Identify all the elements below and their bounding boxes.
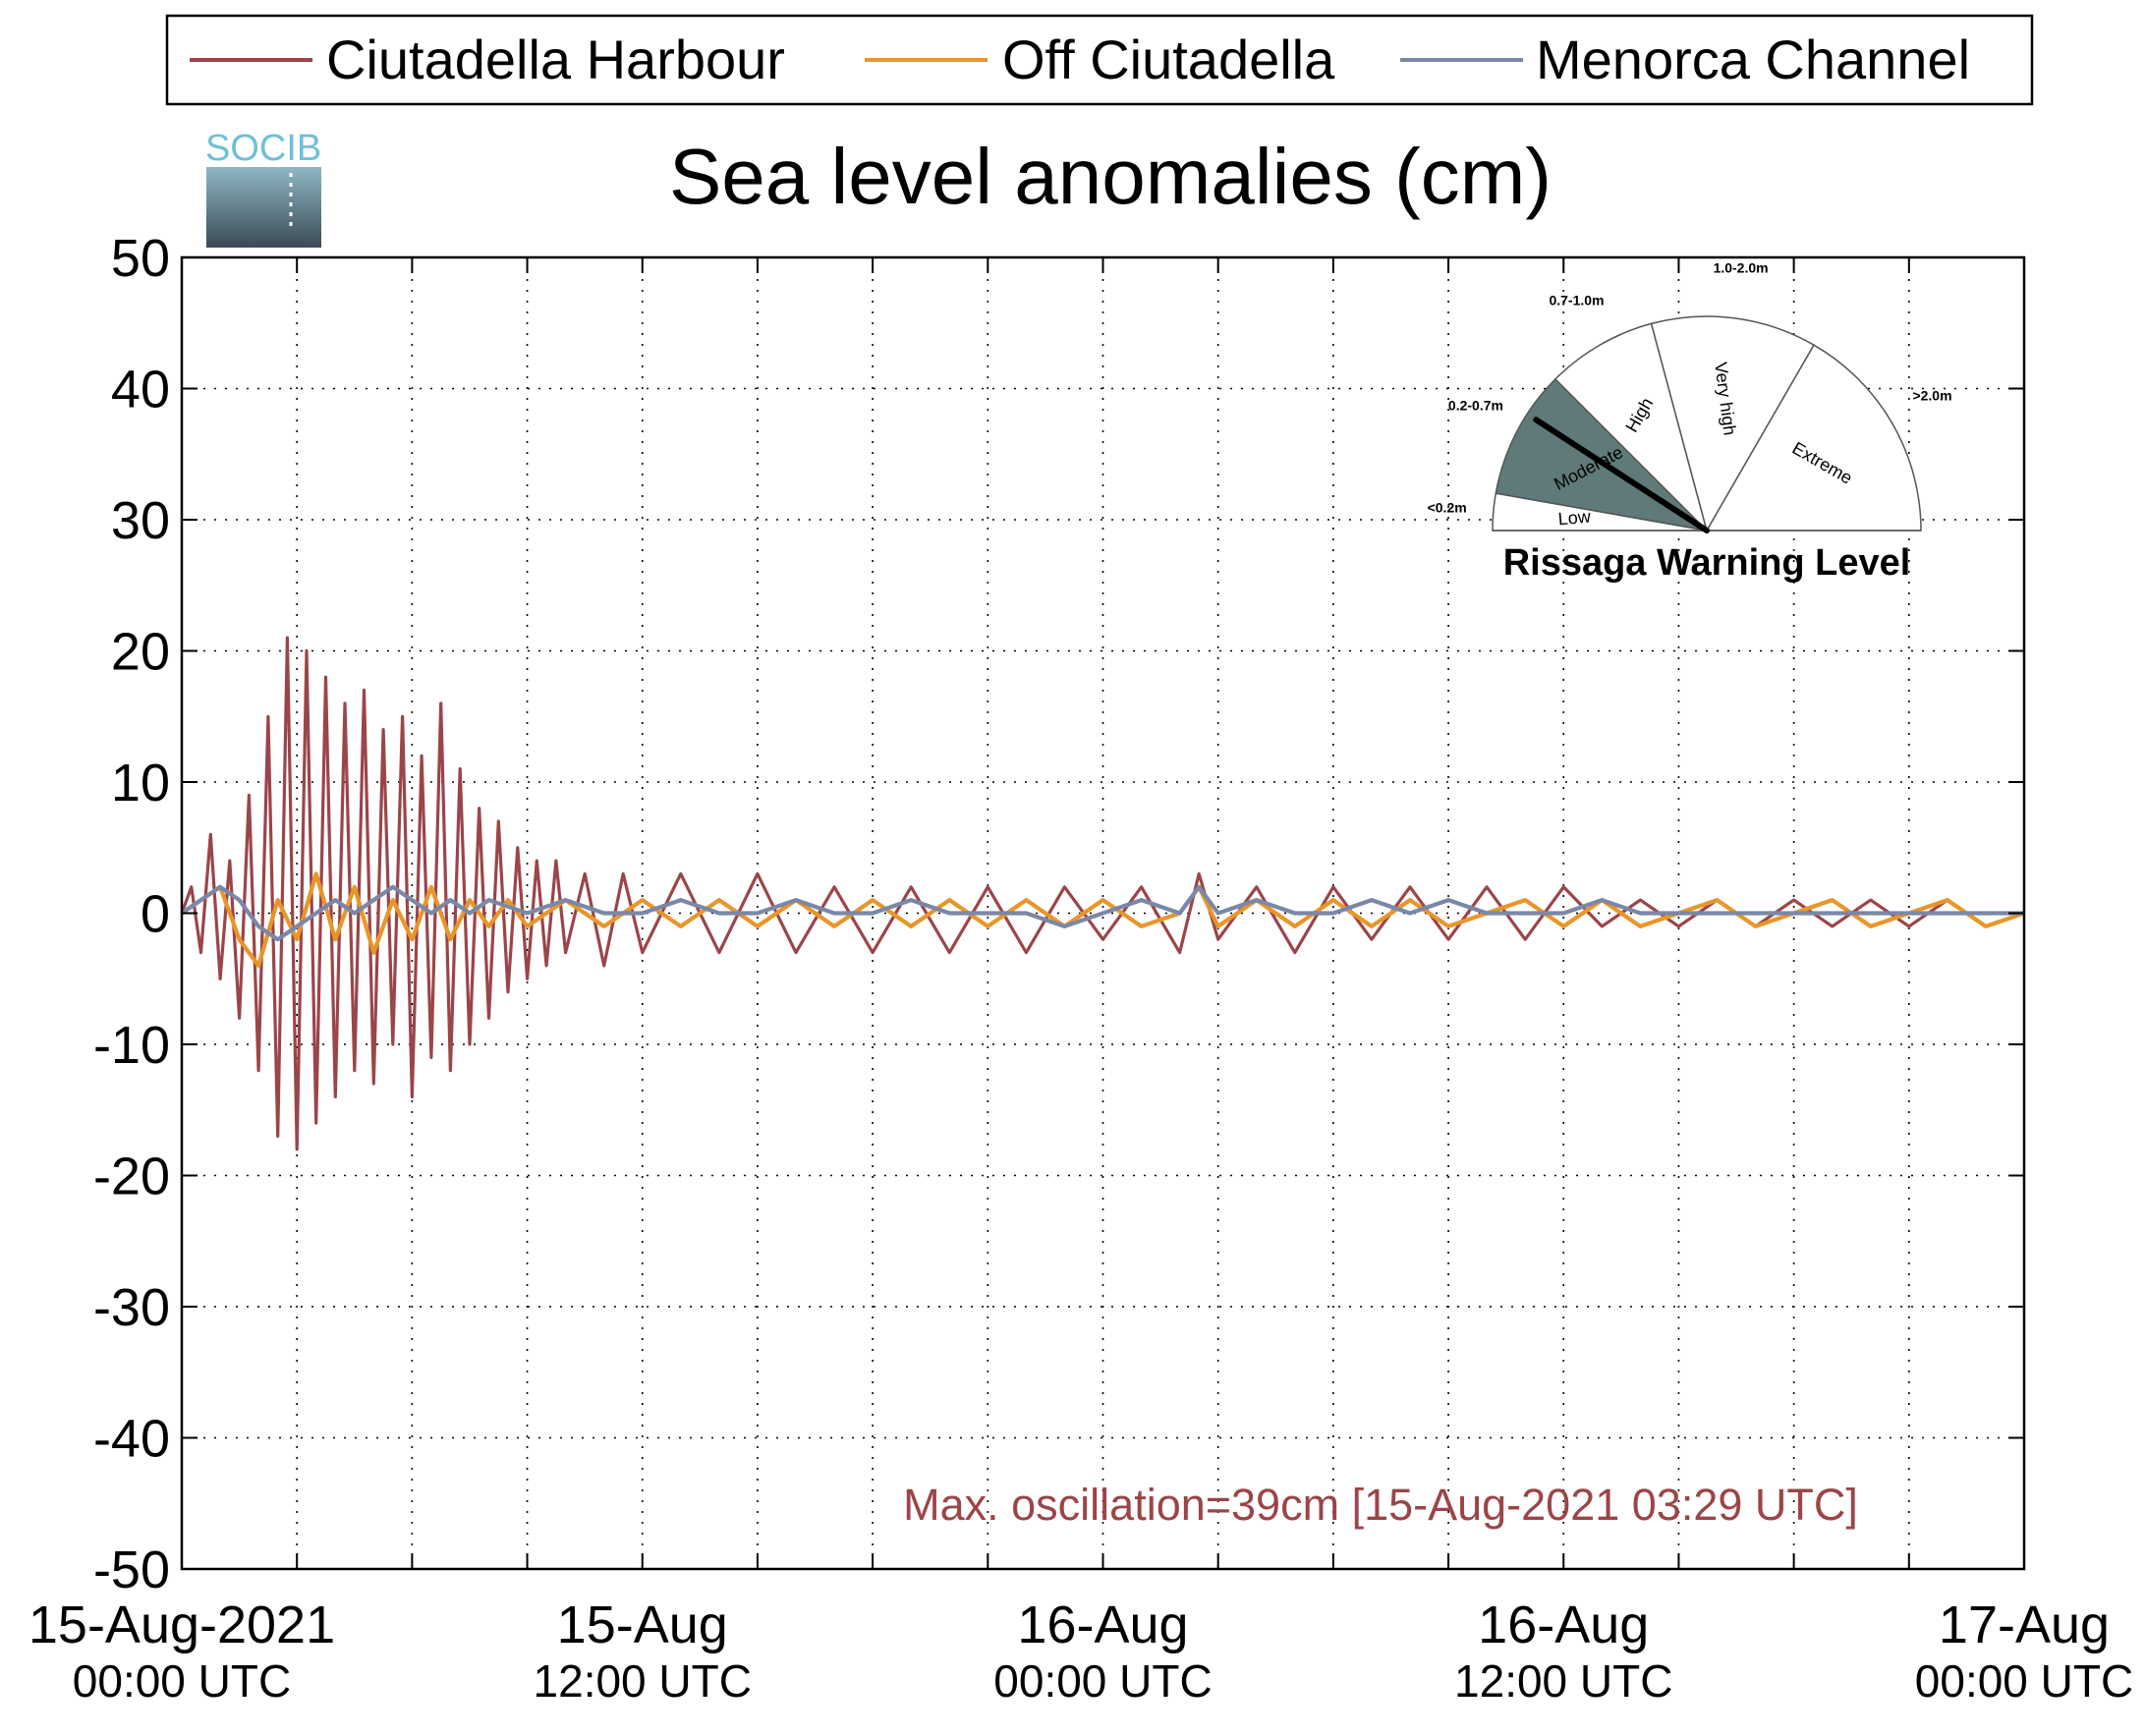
y-tick-label: 40 (111, 361, 170, 420)
grid (182, 257, 2024, 1569)
legend-label-ciutadella-harbour: Ciutadella Harbour (326, 28, 785, 90)
gauge-title: Rissaga Warning Level (1503, 542, 1911, 584)
gauge-range-label: 1.0-2.0m (1714, 259, 1769, 275)
gauge-range-label: >2.0m (1912, 388, 1951, 404)
x-tick-label-time: 00:00 UTC (993, 1655, 1212, 1707)
gauge-sector-moderate (1495, 377, 1710, 532)
gauge-range-label: 0.2-0.7m (1448, 398, 1503, 414)
series-line-ciutadella-harbour (180, 636, 2025, 1151)
x-tick-label-date: 15-Aug-2021 (28, 1596, 335, 1654)
y-tick-label: 30 (111, 491, 170, 550)
gauge-sector-extreme (1705, 344, 1922, 532)
legend-label-off-ciutadella: Off Ciutadella (1002, 28, 1335, 90)
x-tick-label-date: 16-Aug (1478, 1596, 1649, 1654)
y-axis-tick-labels: 50 40 30 20 10 0 -10 -20 -30 -40 -50 (93, 229, 170, 1599)
x-tick-label-date: 17-Aug (1939, 1596, 2110, 1654)
socib-logo-text: SOCIB (205, 128, 321, 169)
max-oscillation-annotation: Max. oscillation=39cm [15-Aug-2021 03:29… (903, 1480, 1858, 1530)
gauge-range-label: 0.7-1.0m (1549, 293, 1604, 308)
y-tick-label: 50 (111, 229, 170, 288)
y-tick-label: -20 (93, 1148, 170, 1206)
legend: Ciutadella Harbour Off Ciutadella Menorc… (165, 14, 2034, 106)
axis-ticks (181, 256, 2025, 1570)
socib-logo-block (206, 167, 321, 248)
x-tick-label-time: 00:00 UTC (1915, 1655, 2133, 1707)
legend-box (165, 14, 2034, 106)
series-line-menorca-channel (180, 884, 2024, 942)
x-tick-label-date: 15-Aug (557, 1596, 728, 1654)
x-tick-label-time: 12:00 UTC (534, 1655, 752, 1707)
x-tick-label-date: 16-Aug (1017, 1596, 1188, 1654)
series-line-off-ciutadella (180, 871, 2025, 969)
y-tick-label: 10 (111, 754, 170, 812)
gauge-sector-high (1553, 322, 1709, 533)
series-lines (180, 636, 2025, 1151)
x-tick-label-time: 12:00 UTC (1454, 1655, 1672, 1707)
gauge-sector-very-high (1650, 315, 1816, 532)
legend-label-menorca-channel: Menorca Channel (1536, 28, 1970, 90)
y-tick-label: 20 (111, 623, 170, 682)
y-tick-label: 0 (141, 885, 170, 944)
y-tick-label: -10 (93, 1016, 170, 1075)
gauge-needle (1533, 417, 1710, 533)
gauge-sector-label: Low (1557, 506, 1593, 529)
chart-title: Sea level anomalies (cm) (669, 133, 1552, 220)
gauge-range-label: <0.2m (1428, 500, 1467, 516)
x-tick-label-time: 00:00 UTC (73, 1655, 291, 1707)
socib-logo: SOCIB (205, 128, 321, 248)
y-tick-label: -30 (93, 1278, 170, 1337)
y-tick-label: -40 (93, 1410, 170, 1469)
y-tick-label: -50 (93, 1540, 170, 1599)
